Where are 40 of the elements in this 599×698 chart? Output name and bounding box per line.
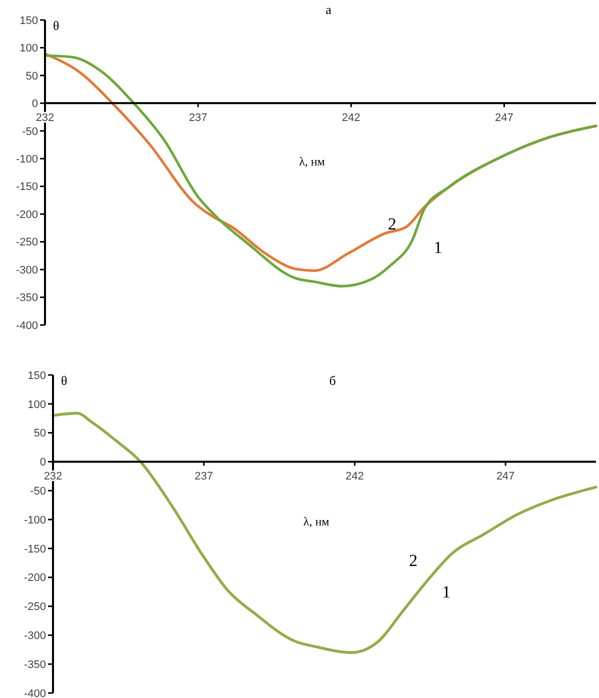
y-tick-label: -350: [24, 658, 46, 671]
x-axis-title: λ, нм: [303, 514, 330, 528]
chart-title: а: [326, 2, 332, 17]
x-tick-label: 237: [194, 470, 214, 483]
y-tick-label: 0: [32, 98, 38, 110]
y-tick-label: -100: [16, 153, 38, 166]
series-label: 1: [434, 238, 442, 257]
y-tick-label: -200: [24, 572, 46, 584]
chart-title: б: [329, 373, 336, 388]
y-tick-label: -150: [24, 543, 46, 556]
y-tick-label: -200: [16, 208, 38, 221]
x-tick-label: 242: [345, 470, 364, 483]
y-tick-label: -100: [24, 514, 46, 526]
y-axis-title: θ: [61, 373, 68, 388]
series-label: 2: [408, 550, 418, 570]
y-tick-label: 150: [20, 14, 38, 27]
y-tick-label: 100: [28, 398, 46, 411]
y-tick-label: -250: [16, 236, 38, 249]
x-tick-label: 247: [496, 470, 515, 483]
x-tick-label: 247: [494, 112, 514, 124]
y-tick-label: -50: [30, 485, 46, 498]
series-label: 2: [388, 214, 396, 234]
x-tick-label: 237: [188, 112, 208, 124]
series-label: 1: [442, 582, 451, 602]
y-tick-label: -400: [16, 320, 38, 332]
y-tick-label: -50: [22, 126, 38, 138]
y-tick-label: -350: [16, 292, 38, 304]
y-tick-label: 50: [34, 428, 46, 440]
y-tick-label: -300: [24, 630, 46, 642]
x-axis-title: λ, нм: [299, 154, 326, 168]
y-axis-title: θ: [53, 18, 60, 33]
y-tick-label: 100: [20, 42, 38, 55]
y-tick-label: -250: [24, 601, 46, 614]
y-tick-label: 150: [28, 370, 46, 382]
y-tick-label: 50: [26, 70, 38, 82]
y-tick-label: 0: [40, 456, 46, 469]
y-tick-label: -400: [24, 688, 46, 698]
y-tick-label: -300: [16, 264, 38, 276]
x-tick-label: 242: [342, 112, 360, 124]
y-tick-label: -150: [16, 181, 38, 194]
